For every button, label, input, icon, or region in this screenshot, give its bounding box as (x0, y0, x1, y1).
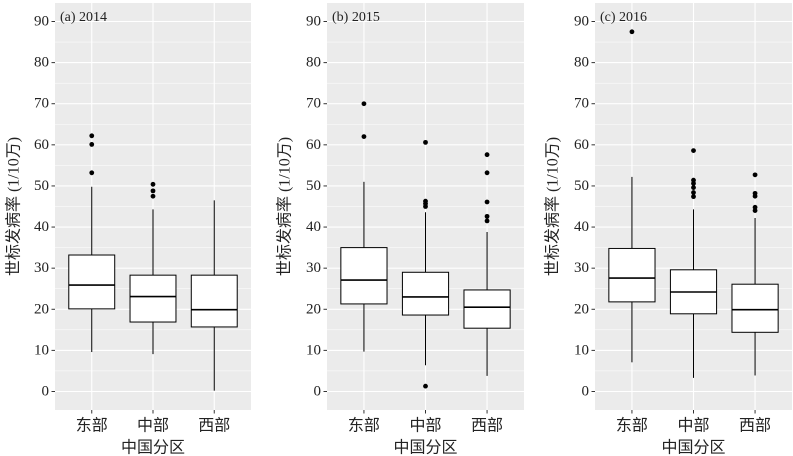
box-iqr (731, 283, 779, 333)
y-tick-label: 30 (34, 260, 49, 276)
y-tick-label: 50 (306, 178, 321, 194)
x-tick-label-west: 西部 (739, 417, 771, 435)
outlier-point (691, 194, 696, 200)
y-tick-label: 80 (306, 55, 321, 71)
box-west (463, 152, 511, 376)
panel-label: (c) 2016 (600, 10, 647, 25)
y-axis-title: 世标发病率 (1/10万) (276, 137, 294, 276)
outlier-point (150, 188, 156, 194)
y-tick-label: 90 (574, 14, 589, 30)
x-tick-label-central: 中部 (137, 417, 169, 435)
outlier-point (361, 134, 367, 140)
outlier-point (423, 139, 428, 145)
outlier-point (752, 204, 758, 210)
box-iqr (401, 271, 450, 316)
outlier-point (89, 133, 95, 139)
outlier-point (752, 208, 758, 214)
box-west (190, 200, 238, 391)
y-tick-label: 30 (574, 260, 589, 276)
y-tick-label: 10 (34, 342, 49, 358)
outlier-point (484, 218, 490, 224)
box-west (731, 172, 779, 376)
panel-a: 0 10 20 30 40 50 60 70 80 90 东部 中部 西部 (a) 2014 世标发病率 (… (5, 3, 251, 456)
outlier-point (484, 199, 490, 205)
y-tick-label: 70 (306, 96, 321, 112)
y-tick-label: 90 (306, 14, 321, 30)
x-tick-label-east: 东部 (348, 417, 380, 435)
outlier-point (484, 152, 490, 158)
outlier-point (89, 170, 95, 176)
outlier-point (629, 29, 635, 35)
outlier-point (361, 101, 367, 107)
y-tick-label: 30 (306, 260, 321, 276)
y-tick-label: 90 (34, 14, 49, 30)
box-iqr (463, 289, 511, 329)
y-tick-label: 80 (574, 55, 589, 71)
x-axis-title: 中国分区 (661, 439, 725, 456)
y-tick-label: 60 (34, 137, 49, 153)
box-east (68, 133, 116, 353)
y-tick-label: 50 (34, 178, 49, 194)
x-tick-label-central: 中部 (409, 417, 441, 435)
y-tick-label: 40 (574, 219, 589, 235)
y-tick-label: 40 (306, 219, 321, 235)
panel-b: 0 10 20 30 40 50 60 70 80 90 东部 中部 西部 (b) 2015 世标发病率 (… (276, 3, 524, 456)
x-tick-label-east: 东部 (76, 417, 108, 435)
box-central (129, 181, 177, 355)
outlier-point (150, 193, 156, 199)
y-tick-label: 20 (34, 301, 49, 317)
box-central (669, 148, 718, 378)
y-tick-label: 20 (306, 301, 321, 317)
outlier-point (752, 190, 758, 196)
y-tick-label: 60 (574, 137, 589, 153)
outlier-point (691, 177, 696, 183)
box-iqr (190, 274, 238, 328)
y-axis-title: 世标发病率 (1/10万) (544, 137, 562, 276)
x-tick-label-east: 东部 (616, 417, 648, 435)
outlier-point (89, 142, 95, 147)
box-east (608, 29, 656, 363)
outlier-point (691, 181, 696, 186)
box-iqr (68, 254, 116, 310)
box-iqr (340, 247, 388, 305)
y-tick-label: 50 (574, 178, 589, 194)
outlier-point (691, 148, 696, 153)
box-east (340, 101, 388, 352)
outlier-point (423, 198, 428, 204)
y-axis-title: 世标发病率 (1/10万) (5, 137, 23, 276)
outlier-point (484, 170, 490, 176)
box-iqr (129, 274, 177, 323)
y-tick-label: 70 (34, 96, 49, 112)
outlier-point (150, 181, 156, 187)
panel-label: (a) 2014 (60, 10, 107, 25)
y-tick-label: 40 (34, 219, 49, 235)
y-tick-label: 70 (574, 96, 589, 112)
x-tick-label-central: 中部 (677, 417, 709, 435)
y-tick-label: 0 (582, 384, 590, 400)
y-tick-label: 10 (306, 342, 321, 358)
outlier-point (691, 185, 696, 190)
box-central (401, 139, 450, 389)
y-tick-label: 10 (574, 342, 589, 358)
x-tick-label-west: 西部 (198, 417, 230, 435)
outlier-point (423, 383, 428, 389)
x-axis-title: 中国分区 (393, 439, 457, 456)
panel-c: 0 10 20 30 40 50 60 70 80 90 东部 中部 西部 (c) 2016 世标发病率 (… (544, 3, 792, 456)
outlier-point (752, 172, 758, 178)
y-tick-label: 0 (42, 384, 50, 400)
y-tick-label: 60 (306, 137, 321, 153)
y-tick-label: 20 (574, 301, 589, 317)
x-axis-title: 中国分区 (121, 439, 185, 456)
box-iqr (608, 247, 656, 303)
outlier-point (484, 213, 490, 219)
panel-label: (b) 2015 (332, 10, 380, 25)
y-tick-label: 0 (314, 384, 322, 400)
y-tick-label: 80 (34, 55, 49, 71)
outlier-point (691, 190, 696, 195)
x-tick-label-west: 西部 (471, 417, 503, 435)
